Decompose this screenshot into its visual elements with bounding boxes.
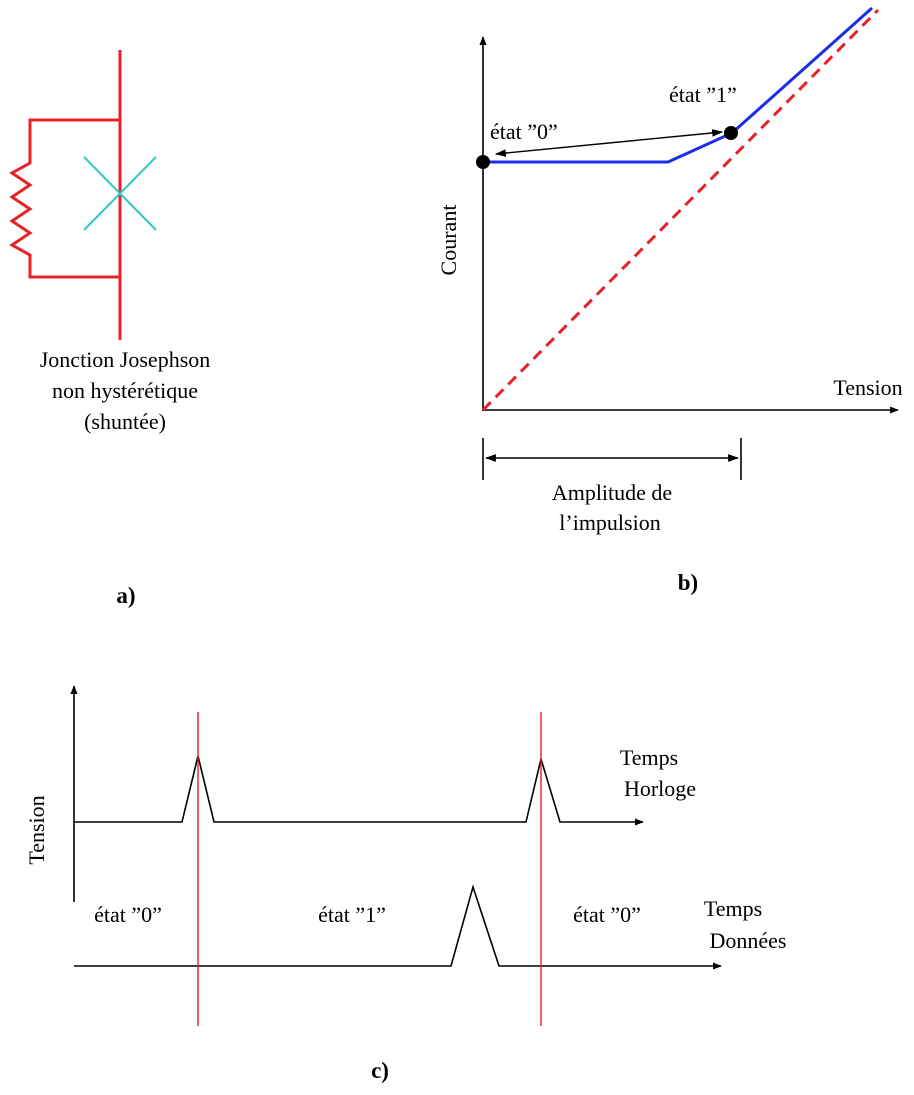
- panel-a-label: a): [116, 583, 135, 608]
- panel-c-state-left: état ”0”: [94, 902, 162, 927]
- panel-b-iv-plot: [476, 6, 899, 480]
- panel-a-caption-line1: Jonction Josephson: [40, 347, 211, 372]
- panel-b-y-axis-label: Courant: [436, 205, 461, 276]
- state-transition-arrow: [494, 129, 724, 157]
- state-1-point: [724, 126, 738, 140]
- panel-c-y-axis-label: Tension: [24, 795, 49, 864]
- state-0-point: [476, 155, 490, 169]
- panel-b-amplitude-line2: l’impulsion: [559, 510, 660, 535]
- clock-label: Horloge: [624, 776, 696, 801]
- panel-c-state-right: état ”0”: [573, 902, 641, 927]
- data-time-label: Temps: [704, 896, 762, 921]
- panel-b-state-1-label: état ”1”: [669, 82, 737, 107]
- panel-b-amplitude-line1: Amplitude de: [552, 480, 672, 505]
- clock-signal: [74, 755, 644, 826]
- panel-a-caption-line2: non hystérétique: [52, 378, 198, 403]
- panel-c-label: c): [371, 1058, 389, 1083]
- ohmic-dashed-line: [481, 8, 880, 412]
- panel-b-x-axis-label: Tension: [833, 375, 902, 400]
- panel-b-label: b): [678, 570, 698, 595]
- josephson-junction-cross-icon: [83, 156, 157, 231]
- clock-time-label: Temps: [620, 745, 678, 770]
- data-signal: [74, 884, 722, 970]
- panel-c-timing: [70, 685, 722, 1026]
- panel-a-caption-line3: (shuntée): [84, 409, 166, 434]
- panel-c-state-middle: état ”1”: [318, 902, 386, 927]
- panel-b-state-0-label: état ”0”: [490, 119, 558, 144]
- data-label: Données: [710, 928, 787, 953]
- shunt-resistor: [9, 118, 120, 279]
- panel-a-circuit: [9, 50, 157, 340]
